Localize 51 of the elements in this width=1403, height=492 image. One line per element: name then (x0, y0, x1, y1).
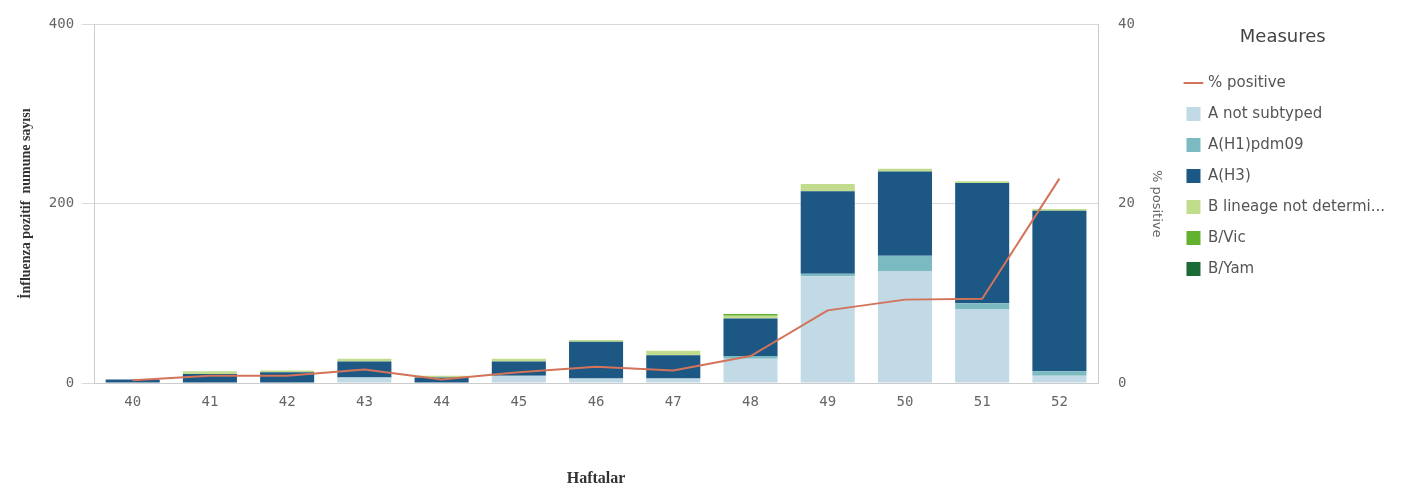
bar (337, 377, 392, 383)
x-tick-label: 47 (664, 393, 682, 410)
x-tick-label: 52 (1050, 393, 1068, 410)
legend-label: A not subtyped (1207, 103, 1323, 122)
x-tick-label: 40 (124, 393, 142, 410)
bar (877, 270, 932, 383)
bar (955, 303, 1010, 310)
bar (646, 355, 701, 379)
legend-label: B lineage not determi... (1207, 196, 1386, 215)
y-tick-label: 400 (48, 15, 75, 32)
legend-label: A(H3) (1207, 165, 1251, 184)
bar (955, 183, 1010, 304)
bar (800, 276, 855, 383)
x-tick-label: 41 (201, 393, 219, 410)
y-tick-label: 0 (65, 373, 75, 390)
y-tick-label: 200 (48, 194, 75, 211)
legend-label: A(H1)pdm09 (1207, 134, 1304, 153)
x-tick-label: 51 (973, 393, 991, 410)
bar (182, 371, 237, 375)
bar (723, 318, 778, 357)
bar (1032, 375, 1087, 383)
x-tick-label: 49 (819, 393, 837, 410)
x-tick-label: 46 (587, 393, 605, 410)
bar (877, 255, 932, 271)
bar (955, 309, 1010, 383)
x-tick-label: 50 (896, 393, 914, 410)
x-tick-label: 44 (433, 393, 451, 410)
legend-label: B/Yam (1207, 258, 1255, 277)
y2-tick-label: 0 (1118, 373, 1127, 390)
legend-title: Measures (1239, 24, 1326, 46)
y2-axis-title: % positive (1150, 169, 1166, 238)
bar (491, 375, 546, 383)
legend-label: B/Vic (1207, 227, 1246, 246)
bar (877, 171, 932, 256)
bar (1032, 210, 1087, 372)
bar (1032, 371, 1087, 376)
bar (646, 378, 701, 383)
y2-tick-label: 20 (1118, 194, 1135, 211)
bar (800, 191, 855, 274)
x-tick-label: 42 (278, 393, 296, 410)
x-tick-label: 45 (510, 393, 528, 410)
bar (569, 341, 624, 379)
y2-tick-label: 40 (1118, 15, 1135, 32)
bar (800, 183, 855, 192)
y-axis-title: İnfluenza pozitif numune sayısı (17, 108, 34, 299)
x-tick-label: 48 (742, 393, 759, 410)
x-axis-title: Haftalar (566, 468, 626, 486)
x-tick-label: 43 (355, 393, 373, 410)
bar (723, 358, 778, 383)
bar (569, 378, 624, 383)
legend-label: % positive (1207, 72, 1286, 91)
